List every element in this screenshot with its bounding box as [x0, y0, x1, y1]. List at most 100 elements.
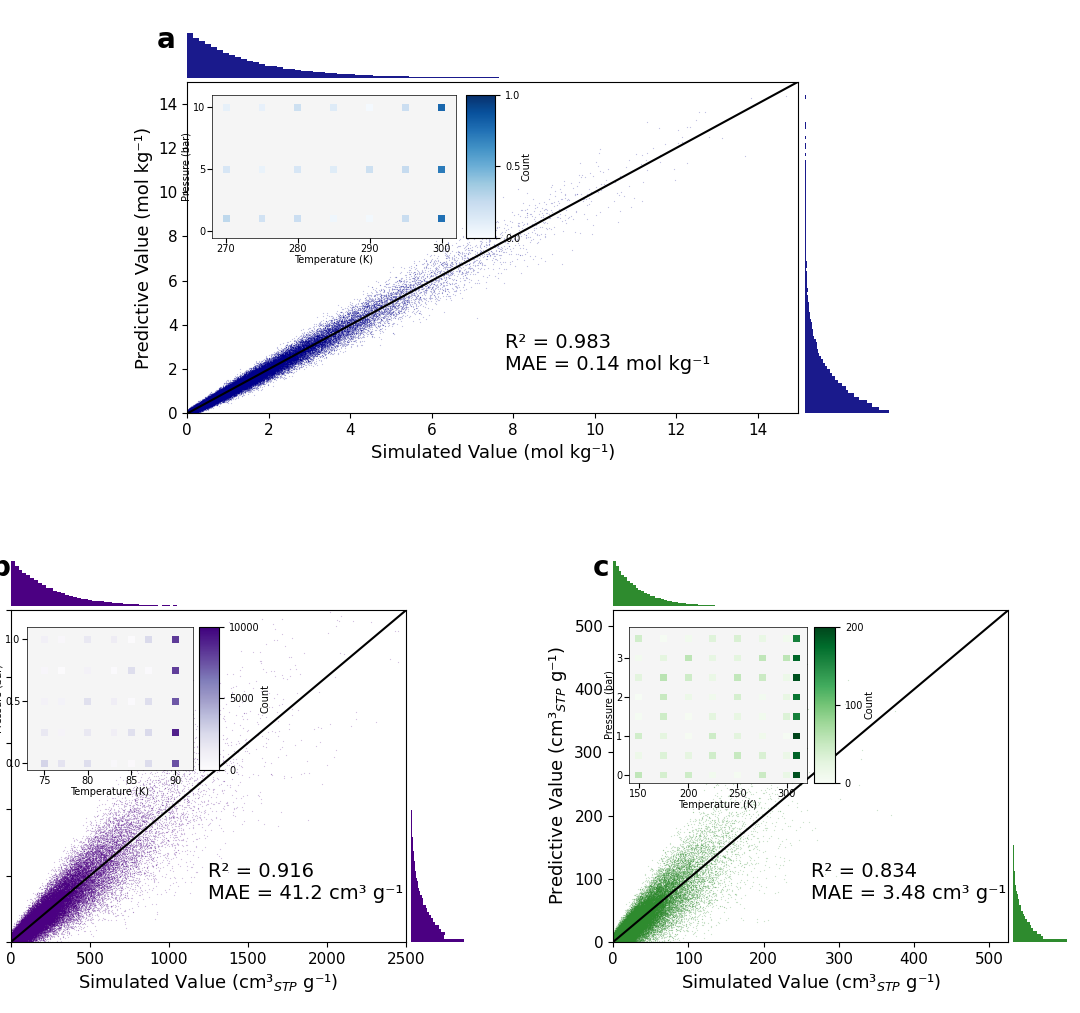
Point — [672, 891, 689, 908]
Point — [296, 341, 313, 358]
Point — [37, 915, 54, 931]
Point — [191, 401, 208, 417]
Point — [6, 923, 24, 939]
Point — [183, 402, 200, 418]
Point — [195, 398, 213, 414]
Point — [179, 404, 197, 420]
Point — [637, 909, 654, 925]
Point — [187, 399, 204, 415]
Point — [26, 903, 43, 919]
Point — [12, 921, 29, 937]
Point — [339, 323, 356, 339]
Point — [40, 916, 57, 932]
Point — [617, 920, 634, 936]
Point — [19, 905, 37, 921]
Point — [17, 917, 35, 933]
Point — [79, 901, 96, 917]
Point — [215, 384, 232, 400]
Point — [191, 396, 208, 412]
Point — [671, 874, 688, 890]
Point — [636, 894, 653, 911]
Point — [50, 895, 67, 912]
Point — [43, 902, 60, 918]
Point — [72, 890, 90, 907]
Point — [33, 928, 51, 944]
Point — [220, 383, 238, 399]
Point — [35, 912, 52, 928]
Point — [208, 391, 226, 407]
Point — [611, 920, 629, 936]
Point — [220, 381, 238, 397]
Point — [630, 902, 647, 918]
Point — [37, 914, 54, 930]
Point — [35, 898, 52, 914]
Point — [14, 928, 31, 944]
Point — [621, 920, 638, 936]
Point — [147, 778, 164, 794]
Point — [375, 288, 392, 304]
Point — [623, 916, 640, 932]
Point — [274, 356, 292, 372]
Point — [615, 932, 632, 948]
Point — [4, 934, 22, 950]
Point — [606, 933, 623, 949]
Point — [205, 390, 222, 406]
Point — [252, 365, 269, 381]
Bar — [410, 922, 434, 925]
Point — [187, 401, 204, 417]
Point — [217, 381, 234, 397]
Point — [609, 920, 626, 936]
Point — [243, 376, 260, 392]
Point — [19, 915, 37, 931]
Point — [640, 902, 658, 918]
Point — [37, 899, 54, 915]
Point — [273, 362, 291, 378]
Point — [89, 874, 106, 890]
Point — [667, 866, 685, 882]
Point — [28, 908, 45, 924]
Point — [315, 342, 333, 359]
Point — [199, 393, 216, 409]
Point — [16, 926, 33, 942]
Point — [23, 920, 40, 936]
Point — [680, 835, 698, 851]
Point — [609, 927, 626, 943]
Point — [38, 887, 55, 904]
Point — [653, 887, 671, 904]
Point — [24, 912, 41, 928]
Point — [618, 919, 635, 935]
Point — [622, 911, 639, 927]
Point — [78, 858, 95, 874]
Point — [605, 934, 622, 950]
Point — [378, 295, 395, 311]
Point — [661, 859, 678, 875]
Point — [231, 374, 248, 390]
Point — [4, 934, 22, 950]
Point — [242, 370, 259, 386]
Point — [238, 375, 255, 391]
Point — [30, 907, 48, 923]
Point — [211, 388, 228, 404]
Point — [181, 405, 199, 421]
Point — [36, 907, 53, 923]
Point — [496, 230, 513, 246]
Point — [620, 926, 637, 942]
Point — [210, 392, 227, 408]
Point — [201, 391, 218, 407]
Point — [10, 930, 27, 946]
Point — [205, 397, 222, 413]
Point — [610, 927, 627, 943]
Point — [14, 924, 31, 940]
Point — [257, 363, 274, 379]
Point — [19, 907, 37, 923]
Point — [90, 868, 107, 884]
Point — [299, 333, 316, 349]
Point — [22, 915, 39, 931]
Point — [8, 927, 25, 943]
Point — [710, 832, 727, 848]
Point — [189, 402, 206, 418]
Point — [293, 337, 310, 354]
Point — [212, 387, 229, 403]
Point — [10, 934, 27, 950]
Point — [284, 347, 301, 364]
